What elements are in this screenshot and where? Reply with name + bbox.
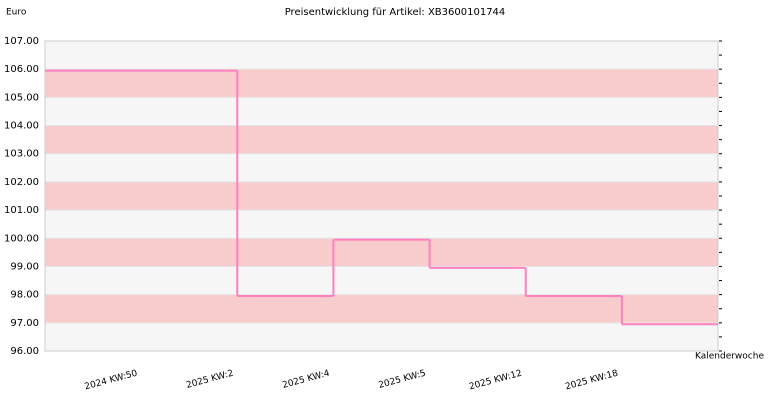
band (45, 97, 718, 126)
x-axis-label: Kalenderwoche (695, 352, 764, 362)
x-tick-label: 2025 KW:4 (281, 369, 331, 391)
band (45, 125, 718, 154)
band (45, 153, 718, 182)
band (45, 181, 718, 211)
chart-title: Preisentwicklung für Artikel: XB36001017… (285, 7, 506, 18)
y-tick-label: 96.00 (10, 346, 39, 357)
band (45, 210, 718, 239)
y-tick-label: 99.00 (10, 261, 39, 272)
band (45, 238, 718, 267)
x-tick-label: 2025 KW:5 (378, 369, 427, 391)
y-tick-label: 101.00 (4, 205, 39, 216)
y-tick-label: 104.00 (4, 121, 39, 132)
x-tick-label: 2025 KW:18 (564, 369, 619, 393)
y-tick-label: 102.00 (4, 177, 39, 188)
plot-border (44, 40, 719, 352)
band (45, 69, 718, 98)
y-tick-label: 97.00 (10, 318, 39, 329)
x-tick-label: 2025 KW:2 (185, 369, 234, 391)
y-tick-label: 107.00 (4, 36, 39, 47)
y-tick-label: 98.00 (10, 290, 39, 301)
band (45, 41, 718, 70)
y-axis-label: Euro (6, 8, 27, 18)
x-tick-label: 2024 KW:50 (84, 369, 139, 393)
y-tick-label: 100.00 (4, 233, 39, 244)
y-tick-label: 103.00 (4, 149, 39, 160)
y-tick-label: 106.00 (4, 64, 39, 75)
band (45, 266, 718, 295)
band (45, 322, 718, 351)
y-tick-label: 105.00 (4, 92, 39, 103)
band (45, 294, 718, 323)
x-tick-label: 2025 KW:12 (468, 369, 523, 393)
